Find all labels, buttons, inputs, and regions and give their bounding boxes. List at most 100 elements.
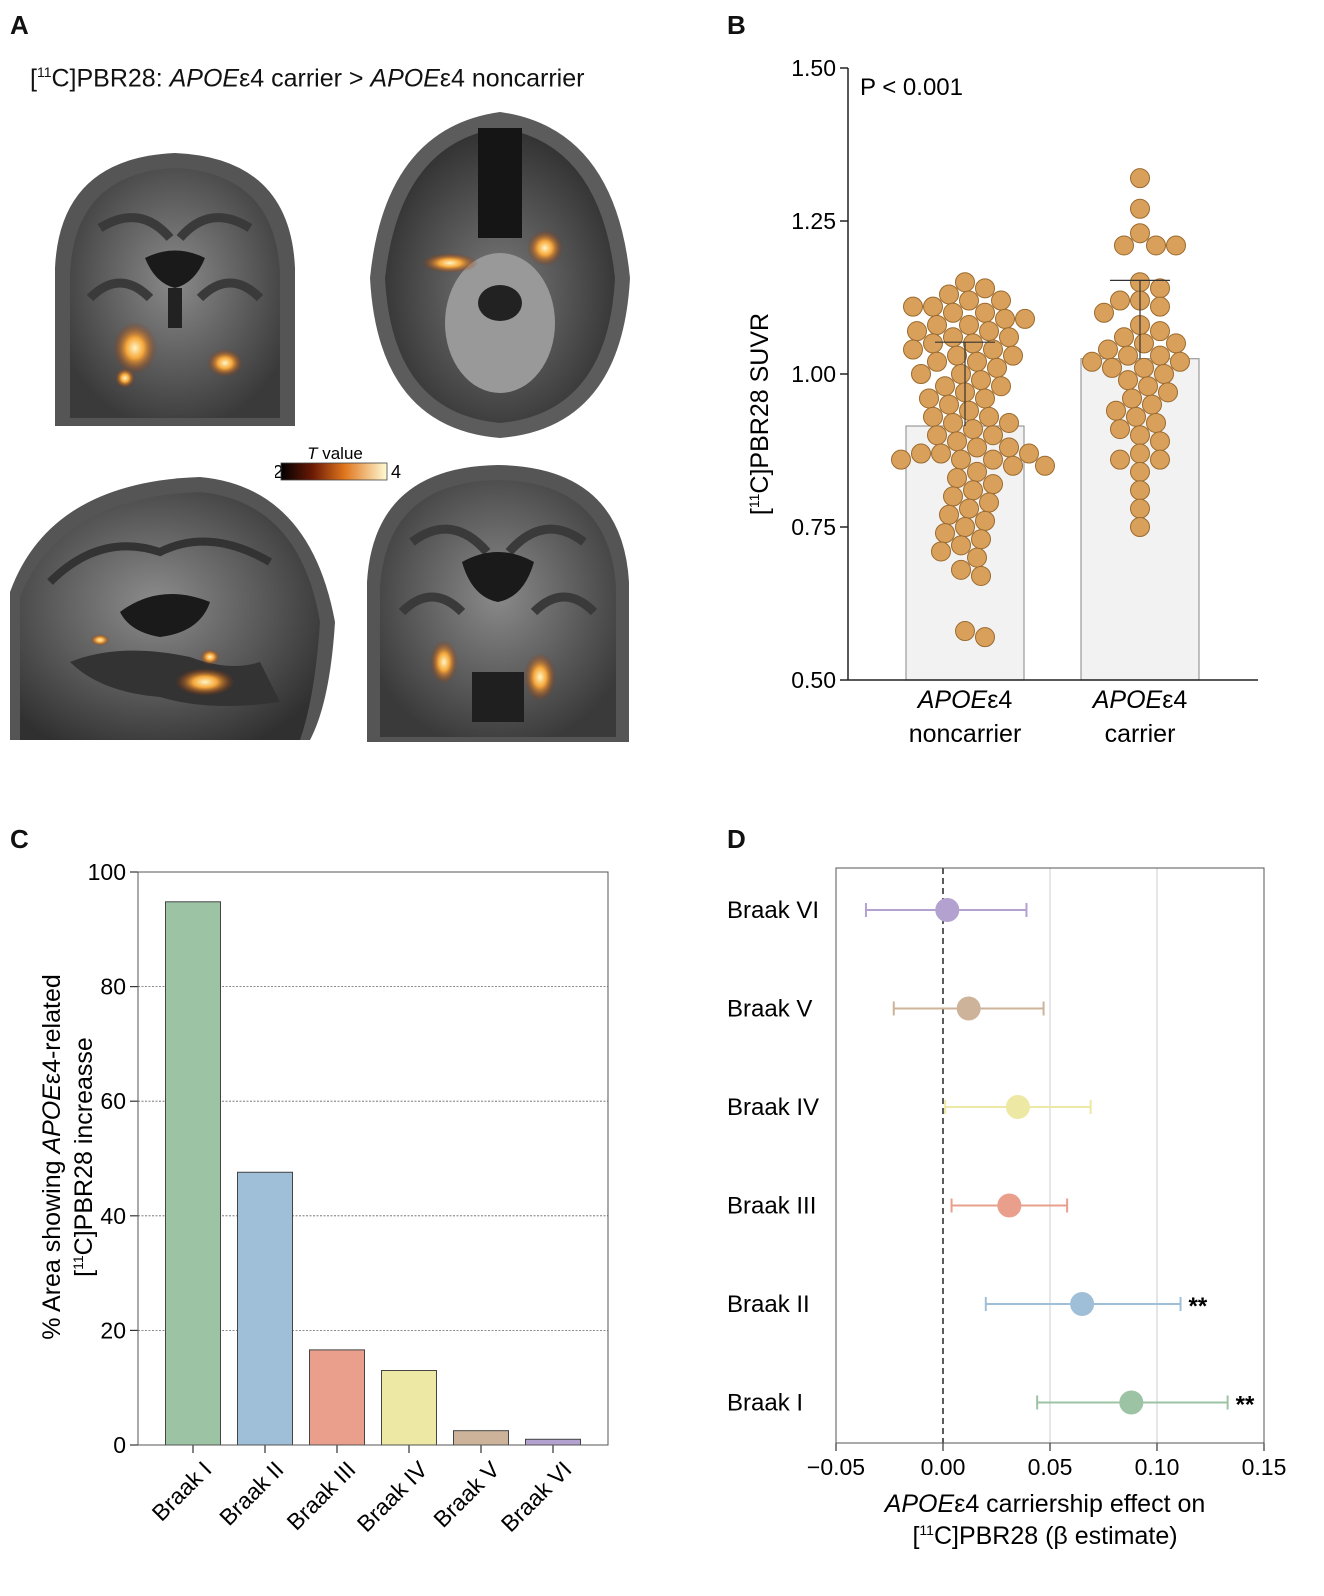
data-point (975, 302, 995, 323)
panel-b-y-axis-label: [11C]PBR28 SUVR (746, 313, 774, 515)
data-point (1110, 290, 1130, 311)
data-point (1118, 345, 1138, 366)
data-point (1130, 443, 1150, 464)
data-point (1166, 333, 1186, 354)
colorbar-min-label: 2 (275, 462, 283, 482)
panel-d-plot-frame (835, 867, 1265, 1444)
estimate-point (1070, 1292, 1095, 1316)
data-point (959, 315, 979, 336)
t-value-colorbar: T value 2 4 (275, 444, 401, 482)
panel-d-x-tick-label: −0.05 (807, 1454, 865, 1480)
data-point (971, 370, 991, 391)
data-point (959, 290, 979, 311)
data-point (943, 412, 963, 433)
data-point (979, 406, 999, 427)
panel-d-x-tick-label: 0.15 (1242, 1454, 1287, 1480)
data-point (1166, 235, 1186, 256)
data-point (923, 333, 943, 354)
data-point (923, 296, 943, 317)
data-point (927, 351, 947, 372)
panel-d-y-tick-label: Braak IV (727, 1094, 819, 1121)
bar (309, 1349, 365, 1446)
data-point (903, 339, 923, 360)
data-point (999, 437, 1019, 458)
data-point (987, 357, 1007, 378)
data-point (967, 351, 987, 372)
panel-d-letter: D (727, 824, 746, 854)
bar (453, 1430, 509, 1446)
data-point (903, 296, 923, 317)
data-point (943, 327, 963, 348)
data-point (1130, 461, 1150, 482)
sagittal-slice-image (10, 477, 335, 740)
data-point (1130, 498, 1150, 519)
data-point (1019, 443, 1039, 464)
panel-b-y-tick-label: 0.50 (791, 667, 836, 693)
panel-c-plot-frame (137, 871, 609, 1446)
data-point (891, 449, 911, 470)
data-point (959, 498, 979, 519)
data-point (943, 302, 963, 323)
data-point (975, 278, 995, 299)
data-point (1146, 412, 1166, 433)
data-point (947, 345, 967, 366)
panel-c-letter: C (10, 824, 29, 854)
estimate-point (997, 1193, 1022, 1218)
panel-b-letter: B (727, 10, 746, 40)
data-point (983, 474, 1003, 495)
panel-d-x-axis-label-line2: [11C]PBR28 (β estimate) (912, 1522, 1177, 1550)
data-point (975, 627, 995, 648)
data-point (1110, 419, 1130, 440)
panel-c-y-tick-label: 100 (88, 859, 126, 885)
data-point (951, 449, 971, 470)
panel-b-y-tick-label: 1.50 (791, 55, 836, 81)
estimate-point (956, 996, 981, 1021)
data-point (991, 376, 1011, 397)
axial-slice-image (370, 112, 630, 438)
data-point (995, 308, 1015, 329)
bar (165, 901, 221, 1446)
data-point (927, 425, 947, 446)
data-point (979, 492, 999, 513)
panel-c-y-tick-label: 20 (100, 1317, 126, 1343)
data-point (911, 364, 931, 384)
data-point (983, 449, 1003, 470)
data-point (1118, 370, 1138, 391)
data-point (983, 339, 1003, 360)
data-point (1142, 394, 1162, 415)
data-point (935, 376, 955, 397)
colorbar-label: T value (307, 444, 363, 463)
data-point (1130, 517, 1150, 537)
data-point (1110, 449, 1130, 470)
data-point (907, 321, 927, 342)
panel-d-x-tick-label: 0.00 (921, 1454, 966, 1480)
data-point (911, 443, 931, 464)
data-point (975, 388, 995, 409)
data-point (955, 272, 975, 293)
data-point (1094, 302, 1114, 323)
panel-b-y-tick-label: 1.00 (791, 361, 836, 387)
panel-c-y-tick-label: 60 (100, 1088, 126, 1114)
data-point (1150, 345, 1170, 366)
data-point (1035, 455, 1055, 476)
data-point (1158, 382, 1178, 403)
data-point (1170, 351, 1190, 372)
bar (525, 1438, 581, 1446)
data-point (1114, 327, 1134, 348)
data-point (951, 364, 971, 384)
data-point (955, 517, 975, 537)
panel-d-y-tick-label: Braak VI (727, 897, 819, 924)
coronal-slice-posterior-image (367, 465, 629, 742)
data-point (943, 486, 963, 507)
data-point (991, 290, 1011, 311)
data-point (951, 559, 971, 580)
data-point (947, 431, 967, 452)
data-point (1122, 388, 1142, 409)
panel-b-x-tick-label-line2: carrier (1105, 720, 1176, 748)
data-point (959, 400, 979, 421)
estimate-point (935, 898, 960, 922)
data-point (1138, 376, 1158, 397)
data-point (923, 406, 943, 427)
estimate-point (1005, 1095, 1030, 1119)
data-point (1150, 321, 1170, 342)
